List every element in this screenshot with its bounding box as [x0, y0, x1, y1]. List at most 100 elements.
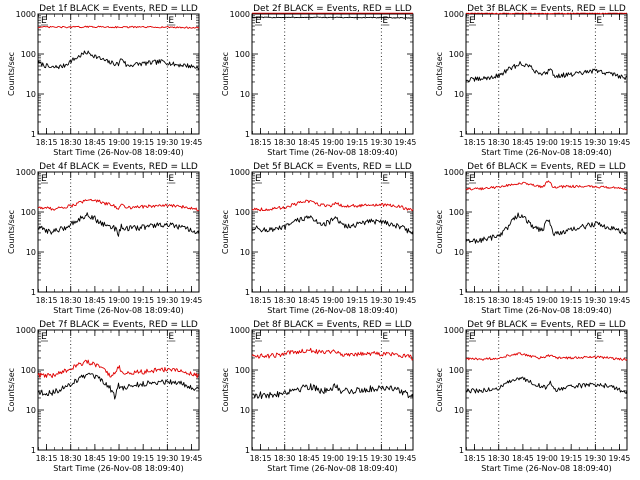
y-tick-label: 1000	[230, 168, 250, 177]
series-lld-line	[465, 352, 628, 361]
x-axis-label: Start Time (26-Nov-08 18:09:40)	[53, 306, 183, 315]
y-tick-label: 1000	[16, 168, 36, 177]
x-axis-label: Start Time (26-Nov-08 18:09:40)	[267, 464, 397, 473]
chart-title: Det 3f BLACK = Events, RED = LLD	[467, 4, 626, 14]
x-tick-label: 18:15	[464, 296, 486, 305]
y-tick-label: 100	[449, 208, 464, 217]
x-tick-label: 18:30	[274, 454, 296, 463]
y-tick-label: 1	[459, 130, 464, 139]
y-tick-label: 1000	[16, 326, 36, 335]
x-tick-label: 18:15	[36, 296, 58, 305]
x-tick-label: 19:15	[132, 138, 154, 147]
x-tick-label: 18:15	[250, 138, 272, 147]
plot-frame	[37, 329, 200, 451]
y-tick-label: 100	[21, 366, 36, 375]
x-tick-label: 18:45	[84, 296, 106, 305]
x-tick-label: 19:15	[346, 138, 368, 147]
x-tick-label: 19:15	[560, 296, 582, 305]
y-tick-label: 1000	[444, 326, 464, 335]
x-tick-label: 19:30	[585, 138, 607, 147]
series-events-line	[465, 61, 628, 83]
chart-title: Det 9f BLACK = Events, RED = LLD	[467, 320, 626, 330]
x-tick-label: 19:45	[609, 296, 631, 305]
x-tick-label: 18:30	[60, 138, 82, 147]
x-tick-label: 19:00	[108, 138, 130, 147]
flag-label: E	[255, 174, 261, 184]
chart-title: Det 7f BLACK = Events, RED = LLD	[39, 320, 198, 330]
x-tick-label: 19:30	[371, 296, 393, 305]
y-tick-label: 10	[26, 406, 36, 415]
series-events-line	[251, 383, 414, 400]
series-lld-line	[37, 359, 200, 379]
x-tick-label: 19:45	[181, 454, 203, 463]
flag-label: E	[255, 332, 261, 342]
chart-title: Det 2f BLACK = Events, RED = LLD	[253, 4, 412, 14]
x-tick-label: 19:30	[157, 138, 179, 147]
y-axis-label: Counts/sec	[7, 52, 16, 96]
x-tick-label: 19:45	[609, 454, 631, 463]
panel-det-9: Det 9f BLACK = Events, RED = LLD 1 10 100 10…	[435, 320, 631, 473]
series-events-line	[465, 376, 628, 394]
x-tick-label: 18:45	[512, 454, 534, 463]
series-events-line	[37, 372, 200, 400]
series-lld-line	[37, 198, 200, 212]
x-tick-label: 18:45	[512, 138, 534, 147]
y-tick-label: 100	[21, 208, 36, 217]
chart-title: Det 8f BLACK = Events, RED = LLD	[253, 320, 412, 330]
flag-label: E	[382, 16, 388, 26]
x-tick-label: 18:15	[250, 296, 272, 305]
y-tick-label: 10	[454, 406, 464, 415]
y-tick-label: 100	[449, 366, 464, 375]
y-tick-label: 1	[245, 446, 250, 455]
x-tick-label: 19:15	[560, 138, 582, 147]
x-tick-label: 19:30	[585, 296, 607, 305]
x-tick-label: 19:45	[181, 138, 203, 147]
x-tick-label: 19:00	[536, 138, 558, 147]
y-tick-label: 1000	[444, 10, 464, 19]
series-lld-line	[251, 347, 414, 361]
y-tick-label: 1000	[16, 10, 36, 19]
y-tick-label: 1	[245, 130, 250, 139]
series-events-line	[37, 50, 200, 71]
y-tick-label: 1000	[230, 10, 250, 19]
panel-det-8: Det 8f BLACK = Events, RED = LLD 1 10 100 10…	[221, 320, 417, 473]
flag-label: E	[469, 16, 475, 26]
x-tick-label: 19:15	[346, 454, 368, 463]
y-tick-label: 100	[235, 208, 250, 217]
x-tick-label: 18:15	[464, 138, 486, 147]
x-tick-label: 19:30	[157, 454, 179, 463]
x-tick-label: 19:30	[371, 138, 393, 147]
x-tick-label: 18:45	[298, 454, 320, 463]
chart-title: Det 4f BLACK = Events, RED = LLD	[39, 162, 198, 172]
x-tick-label: 19:00	[322, 296, 344, 305]
plot-frame	[465, 13, 628, 135]
y-axis-label: Counts/sec	[435, 52, 444, 96]
flag-label: E	[469, 332, 475, 342]
y-tick-label: 1	[31, 446, 36, 455]
x-axis-label: Start Time (26-Nov-08 18:09:40)	[481, 306, 611, 315]
y-tick-label: 1	[31, 288, 36, 297]
panel-det-2: Det 2f BLACK = Events, RED = LLD 1 10 100 10…	[221, 4, 417, 157]
y-axis-label: Counts/sec	[435, 210, 444, 254]
x-tick-label: 19:45	[395, 138, 417, 147]
y-tick-label: 10	[240, 406, 250, 415]
panel-det-7: Det 7f BLACK = Events, RED = LLD 1 10 100 10…	[7, 320, 203, 473]
y-tick-label: 100	[449, 50, 464, 59]
y-tick-label: 10	[26, 90, 36, 99]
panel-det-3: Det 3f BLACK = Events, RED = LLD 1 10 100 10…	[435, 4, 631, 157]
x-axis-label: Start Time (26-Nov-08 18:09:40)	[53, 464, 183, 473]
chart-title: Det 6f BLACK = Events, RED = LLD	[467, 162, 626, 172]
x-axis-label: Start Time (26-Nov-08 18:09:40)	[481, 148, 611, 157]
x-tick-label: 19:15	[132, 454, 154, 463]
series-events-line	[251, 16, 414, 19]
x-axis-label: Start Time (26-Nov-08 18:09:40)	[267, 148, 397, 157]
x-tick-label: 19:45	[395, 296, 417, 305]
y-axis-label: Counts/sec	[221, 368, 230, 412]
y-axis-label: Counts/sec	[435, 368, 444, 412]
x-tick-label: 19:45	[609, 138, 631, 147]
y-axis-label: Counts/sec	[221, 52, 230, 96]
y-tick-label: 1000	[444, 168, 464, 177]
flag-label: E	[382, 174, 388, 184]
